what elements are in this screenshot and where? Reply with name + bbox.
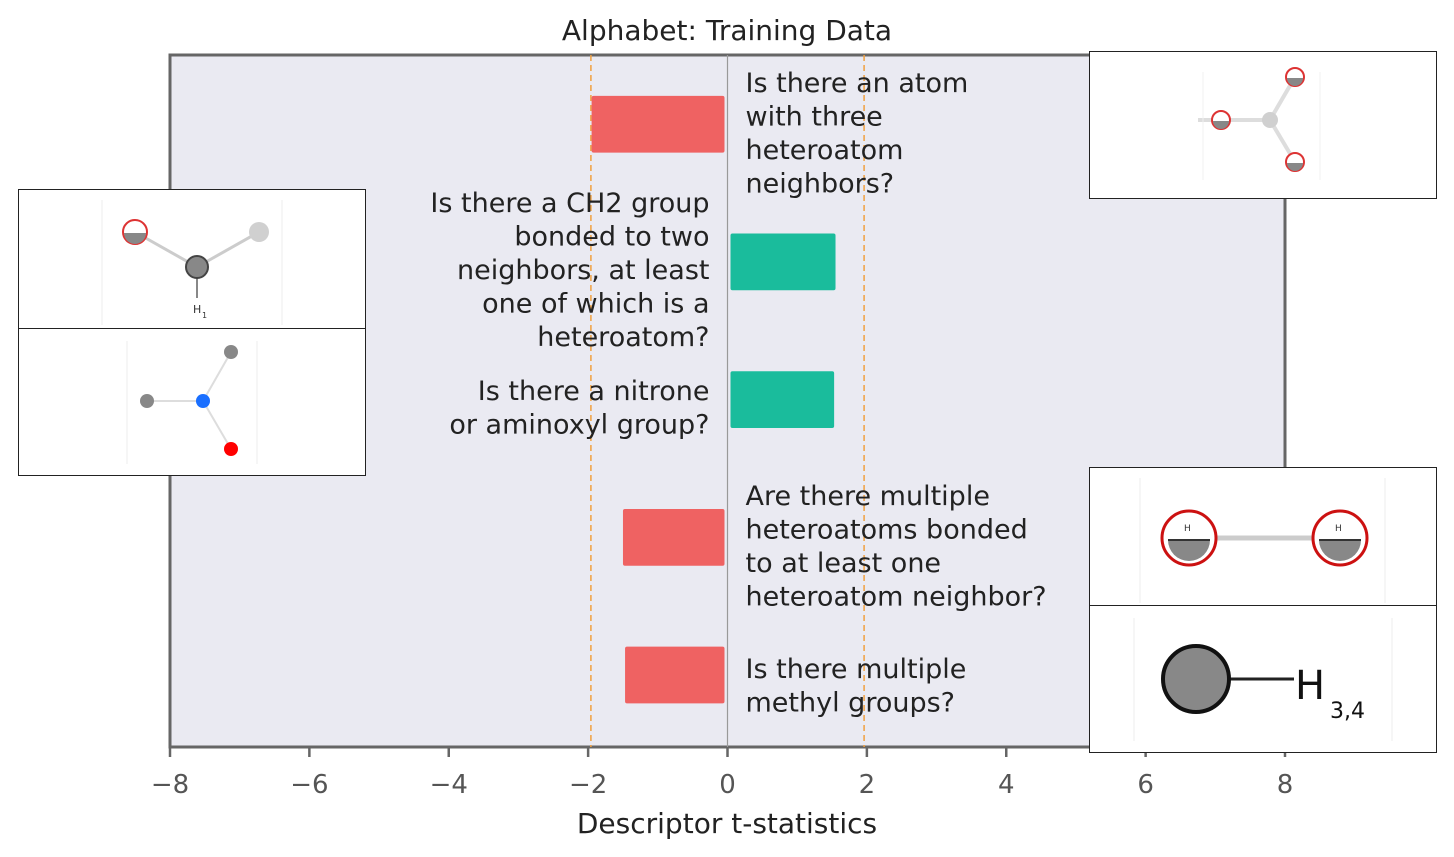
bar (622, 508, 725, 566)
methyl-hydrogen-count: 3,4 (1330, 699, 1365, 724)
bar-label-line: bonded to two (514, 222, 709, 253)
molecule-inset-three-heteroatoms (1089, 51, 1437, 199)
bar (730, 371, 835, 428)
bar-label-line: Is there multiple (746, 654, 967, 685)
bar-label-line: methyl groups? (746, 688, 956, 719)
molecule-inset-heteroatom-pair: H H (1089, 467, 1437, 607)
molecule-inset-methyl: H 3,4 (1089, 605, 1437, 753)
x-tick-label: 6 (1137, 770, 1154, 800)
hydrogen-label: H (1184, 524, 1191, 534)
nitrogen-atom (196, 394, 210, 408)
x-tick-label: −4 (430, 770, 468, 800)
bar-label-line: to at least one (746, 548, 942, 579)
bar-label-line: heteroatom neighbor? (746, 581, 1047, 612)
molecule-inset-ch2-group: H 1 (18, 189, 366, 329)
bar-label-line: heteroatoms bonded (746, 514, 1028, 545)
hydrogen-count: 1 (202, 311, 207, 320)
bar-label-line: neighbors, at least (457, 255, 710, 286)
heteroatom-marker (1285, 152, 1305, 172)
bar (591, 95, 725, 153)
carbon-atom (224, 345, 238, 359)
oxygen-atom (224, 442, 238, 456)
bar (730, 233, 836, 291)
x-tick-label: −8 (151, 770, 189, 800)
bar-label-line: heteroatom? (537, 322, 709, 353)
carbon-atom (185, 255, 209, 279)
bar-label-line: heteroatom (746, 135, 904, 166)
x-tick-label: 0 (719, 770, 736, 800)
molecule-inset-nitrone (18, 328, 366, 476)
x-tick-label: −6 (290, 770, 328, 800)
carbon-atom (140, 394, 154, 408)
bar-label-line: one of which is a (482, 289, 709, 320)
bar-label-line: Is there an atom (746, 68, 969, 99)
x-tick-label: 4 (998, 770, 1015, 800)
x-tick-label: 8 (1277, 770, 1294, 800)
heteroatom-marker: H (1160, 509, 1218, 567)
carbon-atom (1161, 644, 1231, 714)
bar-label-line: Is there a CH2 group (430, 188, 709, 219)
bar-label-line: neighbors? (746, 168, 895, 199)
bar-label-line: Are there multiple (746, 481, 990, 512)
hydrogen-label: H (193, 303, 201, 316)
x-tick-label: 2 (859, 770, 876, 800)
heteroatom-marker: H (1311, 509, 1369, 567)
bar-label-line: with three (746, 101, 883, 132)
bar-label-line: Is there a nitrone (478, 376, 710, 407)
hydrogen-label: H (1335, 524, 1342, 534)
atom (249, 222, 269, 242)
heteroatom-marker (122, 219, 148, 245)
methyl-hydrogen-label: H (1295, 663, 1325, 709)
heteroatom-marker (1285, 67, 1305, 87)
bar-label-line: or aminoxyl group? (449, 410, 709, 441)
heteroatom-marker (1211, 110, 1231, 130)
x-tick-label: −2 (569, 770, 607, 800)
atom (1262, 112, 1278, 128)
bar (625, 646, 725, 704)
x-axis-label: Descriptor t-statistics (577, 807, 877, 840)
chart-title: Alphabet: Training Data (562, 14, 892, 47)
